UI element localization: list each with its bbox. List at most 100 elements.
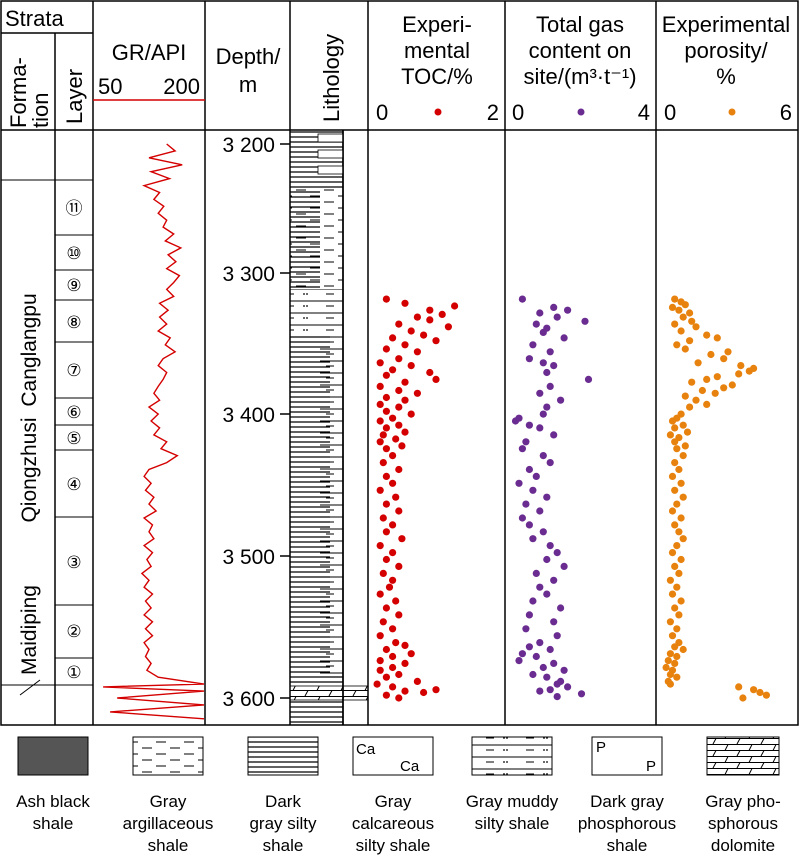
porosity-point — [681, 442, 689, 450]
porosity-point — [707, 350, 715, 359]
gas-point — [539, 663, 547, 672]
legend-ca-symbol-top: Ca — [356, 741, 376, 758]
porosity-point — [720, 384, 728, 392]
porosity-point — [681, 345, 689, 353]
legend-label-3-line1: Gray — [375, 792, 412, 811]
toc-point — [413, 389, 421, 397]
gas-point — [550, 618, 558, 626]
toc-point — [413, 348, 421, 356]
porosity-point — [675, 611, 683, 619]
toc-point — [379, 618, 387, 626]
legend-label-0-line1: Ash black — [16, 792, 90, 811]
porosity-point — [675, 528, 683, 536]
porosity-point — [703, 375, 711, 383]
toc-point — [413, 677, 421, 686]
porosity-point — [681, 301, 689, 309]
gas-point — [557, 604, 565, 612]
legend-label-6-line3: dolomite — [711, 836, 775, 855]
porosity-point — [686, 309, 694, 317]
toc-point — [401, 428, 409, 436]
toc-point — [379, 569, 387, 578]
toc-point — [407, 410, 415, 418]
toc-point — [382, 555, 390, 564]
gas-point — [564, 683, 572, 691]
lithology-column — [289, 130, 369, 725]
porosity-point — [686, 403, 694, 411]
layer-11: ⑪ — [66, 199, 83, 218]
gas-axis-min: 0 — [512, 100, 524, 125]
legend-label-0-line2: shale — [33, 814, 74, 833]
porosity-point — [666, 650, 675, 658]
porosity-point — [677, 479, 685, 487]
toc-point — [376, 400, 384, 408]
gas-point — [539, 328, 547, 336]
porosity-point — [686, 337, 694, 345]
layer-7: ⑦ — [66, 361, 81, 380]
gas-point — [525, 643, 534, 651]
gr-curve — [103, 143, 205, 720]
porosity-point — [703, 400, 711, 408]
toc-point — [438, 310, 446, 318]
porosity-point — [668, 472, 677, 480]
porosity-point — [664, 657, 672, 665]
toc-point — [389, 479, 397, 487]
gas-point — [518, 650, 527, 658]
toc-point — [420, 688, 428, 697]
toc-point — [407, 650, 415, 658]
layer-9: ⑨ — [66, 276, 81, 295]
gas-point — [539, 410, 547, 418]
porosity-point — [671, 424, 679, 432]
toc-point — [395, 694, 403, 702]
toc-point — [379, 459, 387, 467]
toc-point — [389, 549, 397, 557]
porosity-point — [671, 486, 679, 494]
formation-column — [1, 179, 55, 696]
depth-tick-3500: 3 500 — [222, 546, 275, 569]
toc-point — [382, 295, 390, 303]
gas-point — [522, 438, 530, 446]
gr-axis-min: 50 — [98, 74, 122, 99]
porosity-point — [762, 691, 771, 699]
toc-point — [382, 393, 390, 402]
gas-point — [553, 313, 561, 321]
porosity-point — [698, 386, 707, 395]
porosity-point — [666, 618, 675, 626]
lithology-legend: Ca Ca P P — [17, 736, 780, 776]
toc-point — [382, 500, 390, 508]
legend-label-2-line1: Dark — [265, 792, 301, 811]
porosity-title-line1: Experimental — [662, 12, 790, 37]
porosity-point — [673, 673, 681, 681]
gas-point — [536, 424, 544, 432]
toc-point — [382, 645, 390, 654]
gas-point — [543, 590, 551, 598]
gas-point — [525, 611, 534, 619]
toc-point — [420, 331, 428, 339]
toc-point — [389, 663, 397, 672]
gas-series — [511, 295, 593, 701]
legend-swatch-dark-gray-phosphorous-shale — [591, 736, 663, 776]
porosity-point — [735, 370, 743, 378]
porosity-point — [677, 597, 685, 605]
gas-point — [546, 459, 554, 467]
porosity-point — [679, 313, 687, 321]
toc-point — [444, 323, 452, 331]
porosity-point — [675, 465, 683, 474]
porosity-point — [666, 431, 675, 439]
legend-label-6-line1: Gray pho- — [705, 792, 781, 811]
gas-point — [518, 514, 527, 522]
toc-point — [389, 652, 397, 661]
layer-4: ④ — [66, 475, 81, 494]
toc-point — [392, 493, 400, 501]
legend-swatch-gray-phosphorous-dolomite — [706, 736, 780, 776]
porosity-title-line3: % — [716, 64, 736, 89]
toc-point — [401, 687, 409, 695]
porosity-point — [713, 373, 721, 381]
porosity-point — [737, 362, 745, 370]
porosity-point — [671, 604, 679, 612]
toc-point — [426, 316, 434, 324]
porosity-point — [671, 438, 679, 446]
formation-header-line1: Forma- — [6, 57, 31, 128]
gas-point — [560, 562, 568, 571]
toc-point — [376, 382, 384, 390]
